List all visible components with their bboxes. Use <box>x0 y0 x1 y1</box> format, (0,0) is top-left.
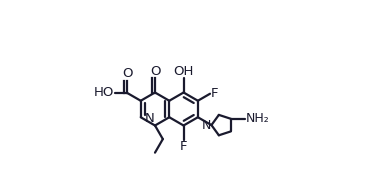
Text: NH₂: NH₂ <box>245 112 269 125</box>
Text: OH: OH <box>173 65 194 78</box>
Text: F: F <box>210 87 218 100</box>
Text: O: O <box>150 65 160 78</box>
Text: HO: HO <box>94 86 114 99</box>
Text: N: N <box>144 112 154 125</box>
Text: O: O <box>122 67 132 80</box>
Text: N: N <box>201 119 211 132</box>
Text: F: F <box>180 140 187 153</box>
